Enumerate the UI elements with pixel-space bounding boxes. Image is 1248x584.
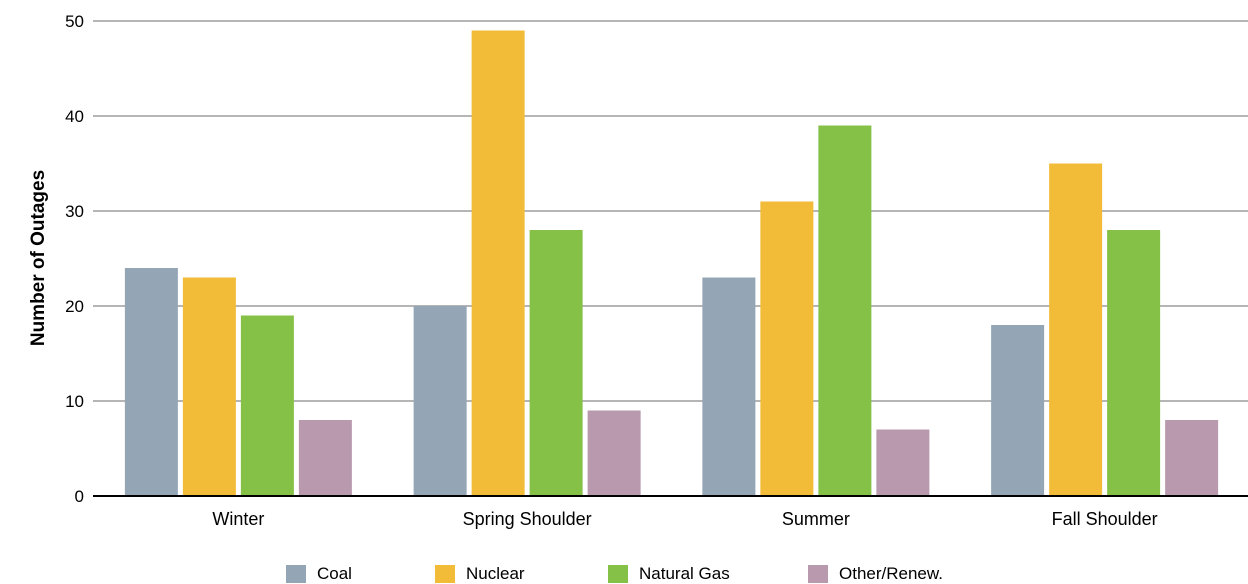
bar-other-renew--fall-shoulder: [1165, 420, 1219, 496]
legend-item: Natural Gas: [608, 564, 730, 584]
legend: Coal Nuclear Natural Gas Other/Renew.: [0, 560, 1248, 584]
legend-item: Coal: [286, 564, 352, 584]
bar-coal-winter: [124, 268, 178, 496]
legend-item: Other/Renew.: [808, 564, 943, 584]
legend-label: Nuclear: [466, 564, 525, 583]
legend-swatch: [608, 565, 628, 583]
bar-natural-gas-spring-shoulder: [529, 230, 583, 496]
y-tick-label: 30: [65, 202, 84, 221]
bar-chart: 0 10 20 30 40 50 Winter Spring Shoulder Summer F…: [28, 12, 1248, 529]
bar-other-renew--summer: [876, 429, 930, 496]
bar-nuclear-fall-shoulder: [1049, 163, 1103, 496]
bar-natural-gas-fall-shoulder: [1107, 230, 1161, 496]
legend-swatch: [808, 565, 828, 583]
bar-natural-gas-summer: [818, 125, 872, 496]
bar-other-renew--spring-shoulder: [587, 410, 641, 496]
bars: [124, 30, 1219, 496]
category-labels: Winter Spring Shoulder Summer Fall Shoulder: [212, 509, 1157, 529]
legend-label: Natural Gas: [639, 564, 730, 583]
bar-nuclear-spring-shoulder: [471, 30, 525, 496]
legend-swatch: [435, 565, 455, 583]
bar-coal-summer: [702, 277, 756, 496]
y-axis-label: Number of Outages: [28, 170, 49, 346]
bar-natural-gas-winter: [240, 315, 294, 496]
y-tick-label: 0: [75, 487, 84, 506]
legend-swatch: [286, 565, 306, 583]
category-label: Winter: [212, 509, 264, 529]
legend-label: Other/Renew.: [839, 564, 943, 583]
y-tick-label: 20: [65, 297, 84, 316]
legend-item: Nuclear: [435, 564, 525, 584]
bar-coal-fall-shoulder: [991, 325, 1045, 496]
bar-nuclear-summer: [760, 201, 814, 496]
bar-coal-spring-shoulder: [413, 306, 467, 496]
bar-other-renew--winter: [298, 420, 352, 496]
category-label: Fall Shoulder: [1052, 509, 1158, 529]
y-tick-labels: 0 10 20 30 40 50: [65, 12, 84, 506]
y-tick-label: 50: [65, 12, 84, 31]
category-label: Summer: [782, 509, 850, 529]
y-tick-label: 40: [65, 107, 84, 126]
category-label: Spring Shoulder: [463, 509, 592, 529]
y-tick-label: 10: [65, 392, 84, 411]
bar-nuclear-winter: [182, 277, 236, 496]
legend-label: Coal: [317, 564, 352, 583]
